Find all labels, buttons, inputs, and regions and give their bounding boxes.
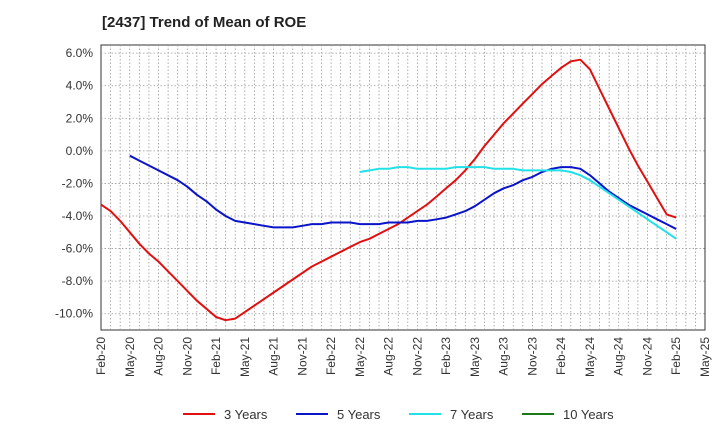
chart-title: [2437] Trend of Mean of ROE [102, 14, 307, 31]
x-tick-label: May-21 [238, 337, 252, 377]
x-tick-label: Nov-24 [640, 337, 654, 376]
x-tick-label: Nov-21 [295, 337, 309, 376]
legend: 3 Years 5 Years 7 Years 10 Years [183, 407, 614, 422]
y-tick-label: 0.0% [66, 144, 94, 158]
y-tick-label: -6.0% [62, 242, 94, 256]
x-tick-label: Nov-20 [180, 337, 194, 376]
x-tick-label: Feb-25 [669, 337, 683, 375]
legend-label: 7 Years [450, 407, 494, 422]
y-tick-label: -10.0% [55, 307, 93, 321]
y-tick-label: 2.0% [66, 111, 94, 125]
x-tick-label: May-24 [583, 337, 597, 377]
series-line-5-years [129, 154, 677, 230]
series-layer [100, 58, 677, 322]
plot-frame [100, 44, 706, 331]
series-line-3-years [100, 58, 677, 322]
x-tick-label: May-22 [353, 337, 367, 377]
x-tick-label: Feb-21 [209, 337, 223, 375]
x-tick-label: May-20 [123, 337, 137, 377]
legend-label: 5 Years [337, 407, 381, 422]
x-tick-label: Nov-22 [410, 337, 424, 376]
x-tick-label: Feb-22 [324, 337, 338, 375]
grid-layer [100, 44, 706, 331]
series-line-7-years [359, 166, 677, 240]
x-tick-label: Aug-20 [152, 337, 166, 376]
x-tick-label: Feb-23 [439, 337, 453, 375]
y-tick-label: -8.0% [62, 274, 94, 288]
x-tick-label: Feb-24 [554, 337, 568, 375]
legend-label: 3 Years [224, 407, 268, 422]
x-tick-label: Feb-20 [94, 337, 108, 375]
y-tick-label: -4.0% [62, 209, 94, 223]
x-tick-label: Aug-21 [267, 337, 281, 376]
y-tick-label: -2.0% [62, 176, 94, 190]
axis-layer: Feb-20 May-20 Aug-20 Nov-20 Feb-21 May-21 Aug-… [55, 46, 712, 377]
x-tick-label: Aug-24 [612, 337, 626, 376]
y-tick-label: 6.0% [66, 46, 94, 60]
x-tick-label: Aug-23 [497, 337, 511, 376]
y-tick-label: 4.0% [66, 79, 94, 93]
x-tick-label: Aug-22 [382, 337, 396, 376]
x-tick-label: Nov-23 [525, 337, 539, 376]
x-tick-label: May-25 [698, 337, 712, 377]
x-tick-label: May-23 [468, 337, 482, 377]
legend-label: 10 Years [563, 407, 614, 422]
